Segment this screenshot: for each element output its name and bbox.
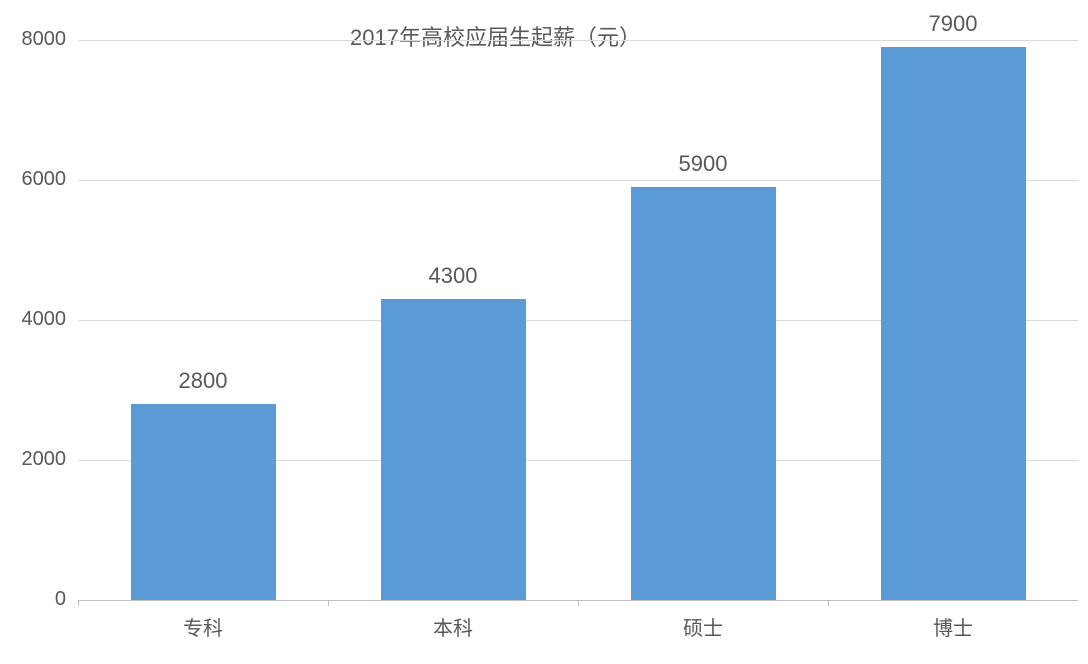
salary-bar-chart: 2017年高校应届生起薪（元） 020004000600080002800专科4… bbox=[0, 0, 1088, 664]
x-tick-mark bbox=[328, 600, 329, 606]
y-tick-label: 4000 bbox=[0, 308, 66, 331]
bar bbox=[381, 299, 526, 600]
bar-value-label: 5900 bbox=[578, 151, 828, 177]
bar-value-label: 4300 bbox=[328, 263, 578, 289]
y-tick-label: 6000 bbox=[0, 168, 66, 191]
bar-value-label: 7900 bbox=[828, 11, 1078, 37]
x-tick-mark bbox=[578, 600, 579, 606]
bar bbox=[881, 47, 1026, 600]
bar-value-label: 2800 bbox=[78, 368, 328, 394]
x-tick-label: 博士 bbox=[828, 612, 1078, 641]
y-tick-label: 2000 bbox=[0, 448, 66, 471]
x-tick-mark bbox=[78, 600, 79, 606]
bar bbox=[631, 187, 776, 600]
x-tick-label: 硕士 bbox=[578, 612, 828, 641]
x-tick-mark bbox=[828, 600, 829, 606]
x-tick-label: 专科 bbox=[78, 612, 328, 641]
y-tick-label: 8000 bbox=[0, 28, 66, 51]
gridline bbox=[78, 40, 1078, 41]
x-tick-label: 本科 bbox=[328, 612, 578, 641]
bar bbox=[131, 404, 276, 600]
y-tick-label: 0 bbox=[0, 588, 66, 611]
